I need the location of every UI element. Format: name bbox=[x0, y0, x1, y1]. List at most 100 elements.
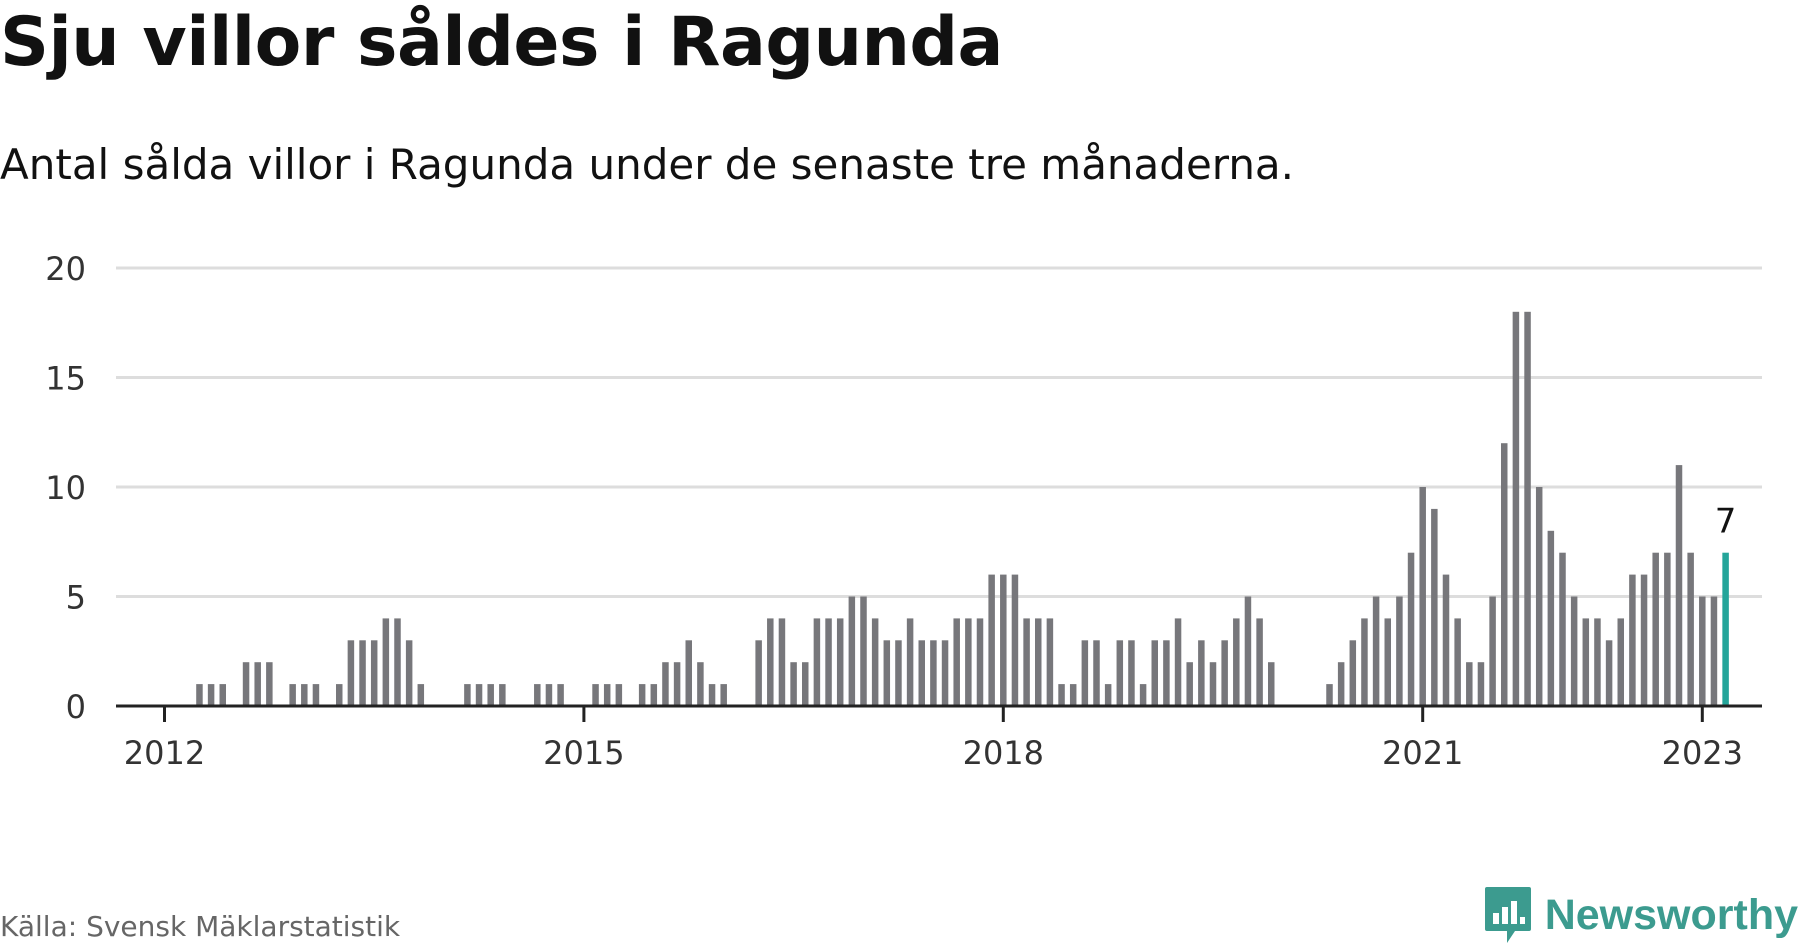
bar bbox=[650, 684, 658, 706]
bar bbox=[1442, 574, 1450, 706]
bar bbox=[1233, 618, 1240, 706]
bars bbox=[196, 311, 1729, 706]
gridlines bbox=[116, 266, 1762, 598]
bar bbox=[1104, 684, 1112, 706]
bar bbox=[848, 596, 856, 706]
y-tick-label: 5 bbox=[66, 579, 86, 617]
y-tick-label: 20 bbox=[45, 250, 86, 288]
bar bbox=[825, 618, 832, 706]
bar bbox=[1069, 684, 1077, 706]
brand-logo: Newsworthy bbox=[1483, 885, 1798, 945]
bar bbox=[242, 662, 250, 706]
bar bbox=[918, 640, 925, 706]
last-value-label: 7 bbox=[1715, 502, 1737, 542]
bar bbox=[790, 662, 797, 706]
bar bbox=[487, 684, 494, 706]
bar bbox=[1128, 640, 1135, 706]
bar-highlight bbox=[1722, 552, 1729, 706]
bar bbox=[312, 684, 320, 706]
bar bbox=[1116, 640, 1124, 706]
bar bbox=[557, 684, 564, 706]
bar bbox=[813, 618, 821, 706]
bar bbox=[1477, 662, 1485, 706]
bar bbox=[394, 618, 401, 706]
bar bbox=[1349, 640, 1357, 706]
bar bbox=[405, 640, 413, 706]
bar-chart-speech-bubble-icon bbox=[1484, 887, 1531, 943]
x-tick-label: 2021 bbox=[1382, 734, 1463, 772]
bar bbox=[1256, 618, 1263, 706]
bar bbox=[895, 640, 902, 706]
bar bbox=[802, 662, 809, 706]
bar bbox=[860, 596, 867, 706]
bar bbox=[1151, 640, 1158, 706]
bar bbox=[953, 618, 960, 706]
bar bbox=[1209, 662, 1217, 706]
bar bbox=[359, 640, 366, 706]
chart-title: Sju villor såldes i Ragunda bbox=[0, 3, 1003, 82]
bar bbox=[1419, 487, 1426, 706]
bar bbox=[1489, 596, 1496, 706]
bar bbox=[1372, 596, 1380, 706]
bar bbox=[755, 640, 762, 706]
bar bbox=[1547, 530, 1555, 706]
bar bbox=[499, 684, 506, 706]
bar bbox=[1710, 596, 1718, 706]
bar bbox=[1023, 618, 1030, 706]
bar bbox=[941, 640, 949, 706]
bar bbox=[1361, 618, 1368, 706]
bar bbox=[1652, 552, 1659, 706]
bar bbox=[778, 618, 786, 706]
bar bbox=[988, 574, 995, 706]
bar bbox=[673, 662, 681, 706]
bar bbox=[1605, 640, 1613, 706]
x-tick-label: 2023 bbox=[1662, 734, 1743, 772]
bar bbox=[1559, 552, 1566, 706]
bar bbox=[930, 640, 937, 706]
bar bbox=[1629, 574, 1636, 706]
bar bbox=[1000, 574, 1007, 706]
bar bbox=[336, 684, 343, 706]
bar bbox=[1512, 311, 1520, 706]
y-tick-label: 0 bbox=[66, 688, 86, 726]
bar bbox=[638, 684, 646, 706]
bar bbox=[1139, 684, 1147, 706]
bar bbox=[254, 662, 261, 706]
bar bbox=[1640, 574, 1648, 706]
bar bbox=[1384, 618, 1391, 706]
bar bbox=[883, 640, 891, 706]
bar bbox=[1268, 662, 1275, 706]
chart-subtitle: Antal sålda villor i Ragunda under de se… bbox=[0, 140, 1295, 189]
bar bbox=[592, 684, 599, 706]
bar bbox=[1687, 552, 1694, 706]
y-tick-label: 15 bbox=[45, 360, 86, 398]
bar bbox=[1699, 596, 1706, 706]
x-tick-label: 2012 bbox=[124, 734, 205, 772]
bar bbox=[767, 618, 774, 706]
bar bbox=[1186, 662, 1193, 706]
bar bbox=[1011, 574, 1019, 706]
bar bbox=[370, 640, 378, 706]
labels: 0 5 10 15 20 2012 2015 2018 2021 2023 7 bbox=[45, 250, 1743, 772]
bar bbox=[1582, 618, 1590, 706]
bar bbox=[534, 684, 541, 706]
bar bbox=[347, 640, 355, 706]
bar bbox=[1198, 640, 1205, 706]
bar bbox=[289, 684, 296, 706]
bar bbox=[1174, 618, 1182, 706]
bar bbox=[1244, 596, 1252, 706]
bar bbox=[1535, 487, 1543, 706]
bar bbox=[196, 684, 203, 706]
y-tick-label: 10 bbox=[45, 469, 86, 507]
bar bbox=[1454, 618, 1461, 706]
bar bbox=[1337, 662, 1345, 706]
bar bbox=[219, 684, 226, 706]
bar bbox=[1046, 618, 1054, 706]
bar bbox=[1035, 618, 1042, 706]
bar bbox=[1081, 640, 1089, 706]
bar bbox=[545, 684, 553, 706]
bar bbox=[1466, 662, 1473, 706]
source-note: Källa: Svensk Mäklarstatistik bbox=[0, 910, 401, 943]
bar bbox=[685, 640, 692, 706]
